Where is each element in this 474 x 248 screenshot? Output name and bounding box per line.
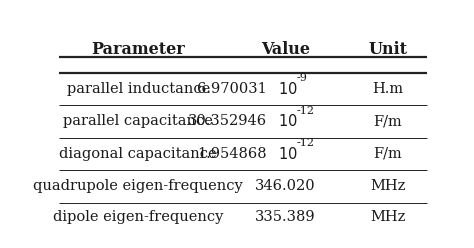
Text: 6.970031: 6.970031 [197,82,267,96]
Text: F/m: F/m [374,147,402,161]
Text: 30.352946: 30.352946 [188,114,267,128]
Text: parallel capacitance: parallel capacitance [64,114,213,128]
Text: 335.389: 335.389 [255,210,316,224]
Text: diagonal capacitance: diagonal capacitance [59,147,217,161]
Text: MHz: MHz [370,210,406,224]
Text: $10$: $10$ [278,81,298,97]
Text: 346.020: 346.020 [255,179,316,193]
Text: parallel inductance: parallel inductance [67,82,210,96]
Text: Unit: Unit [368,41,408,58]
Text: 1.954868: 1.954868 [197,147,267,161]
Text: -12: -12 [296,138,314,148]
Text: quadrupole eigen-frequency: quadrupole eigen-frequency [33,179,243,193]
Text: dipole eigen-frequency: dipole eigen-frequency [53,210,223,224]
Text: Parameter: Parameter [91,41,185,58]
Text: Value: Value [261,41,310,58]
Text: MHz: MHz [370,179,406,193]
Text: F/m: F/m [374,114,402,128]
Text: H.m: H.m [373,82,403,96]
Text: -12: -12 [296,106,314,116]
Text: $10$: $10$ [278,146,298,162]
Text: -9: -9 [296,73,307,84]
Text: $10$: $10$ [278,113,298,129]
